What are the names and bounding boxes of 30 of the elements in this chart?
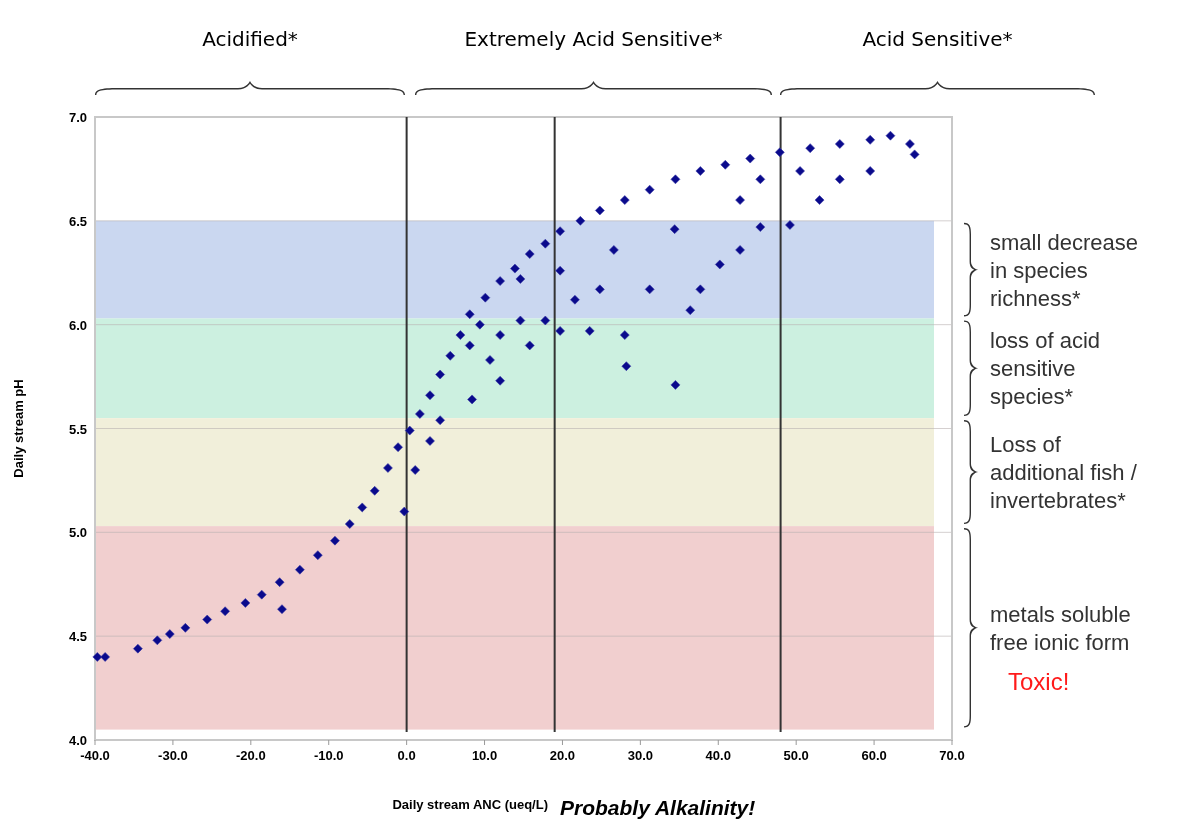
x-tick-label: 20.0: [549, 748, 576, 763]
text: Acidified*: [202, 27, 298, 51]
y-axis-title: Daily stream pH: [11, 379, 26, 478]
y-tick-label: 6.5: [68, 213, 87, 229]
x-tick-label: -10.0: [313, 748, 344, 763]
band-label: metals soluble free ionic form: [990, 601, 1131, 655]
x-tick-label: -20.0: [236, 748, 266, 763]
band-label: Loss of additional fish / invertebrates*: [990, 432, 1138, 514]
band-label: small decrease in species richness*: [990, 229, 1138, 311]
y-tick-label: 5.5: [68, 421, 87, 437]
x-tick-label: 60.0: [861, 748, 887, 763]
x-tick-label: -30.0: [158, 748, 188, 763]
x-tick-label: 50.0: [783, 748, 809, 763]
x-tick-label: -40.0: [80, 748, 110, 763]
x-tick-label: 70.0: [939, 748, 965, 763]
y-tick-label: 6.0: [68, 317, 87, 333]
band-label: loss of acid sensitive species*: [990, 328, 1101, 410]
text: Toxic!: [1008, 667, 1070, 695]
y-tick-label: 4.5: [68, 629, 87, 645]
y-tick-label: 4.0: [68, 733, 87, 748]
text: Probably Alkalinity!: [560, 796, 756, 819]
y-tick-label: 5.0: [68, 525, 87, 541]
x-axis-title: Daily stream ANC (ueq/L): [392, 797, 548, 812]
x-tick-label: 0.0: [397, 748, 416, 763]
x-tick-label: 10.0: [471, 748, 498, 763]
x-tick-label: 40.0: [705, 748, 731, 763]
y-tick-label: 7.0: [68, 110, 87, 125]
text: Acid Sensitive*: [862, 27, 1013, 51]
text: Extremely Acid Sensitive*: [464, 27, 723, 51]
x-tick-label: 30.0: [627, 748, 654, 763]
